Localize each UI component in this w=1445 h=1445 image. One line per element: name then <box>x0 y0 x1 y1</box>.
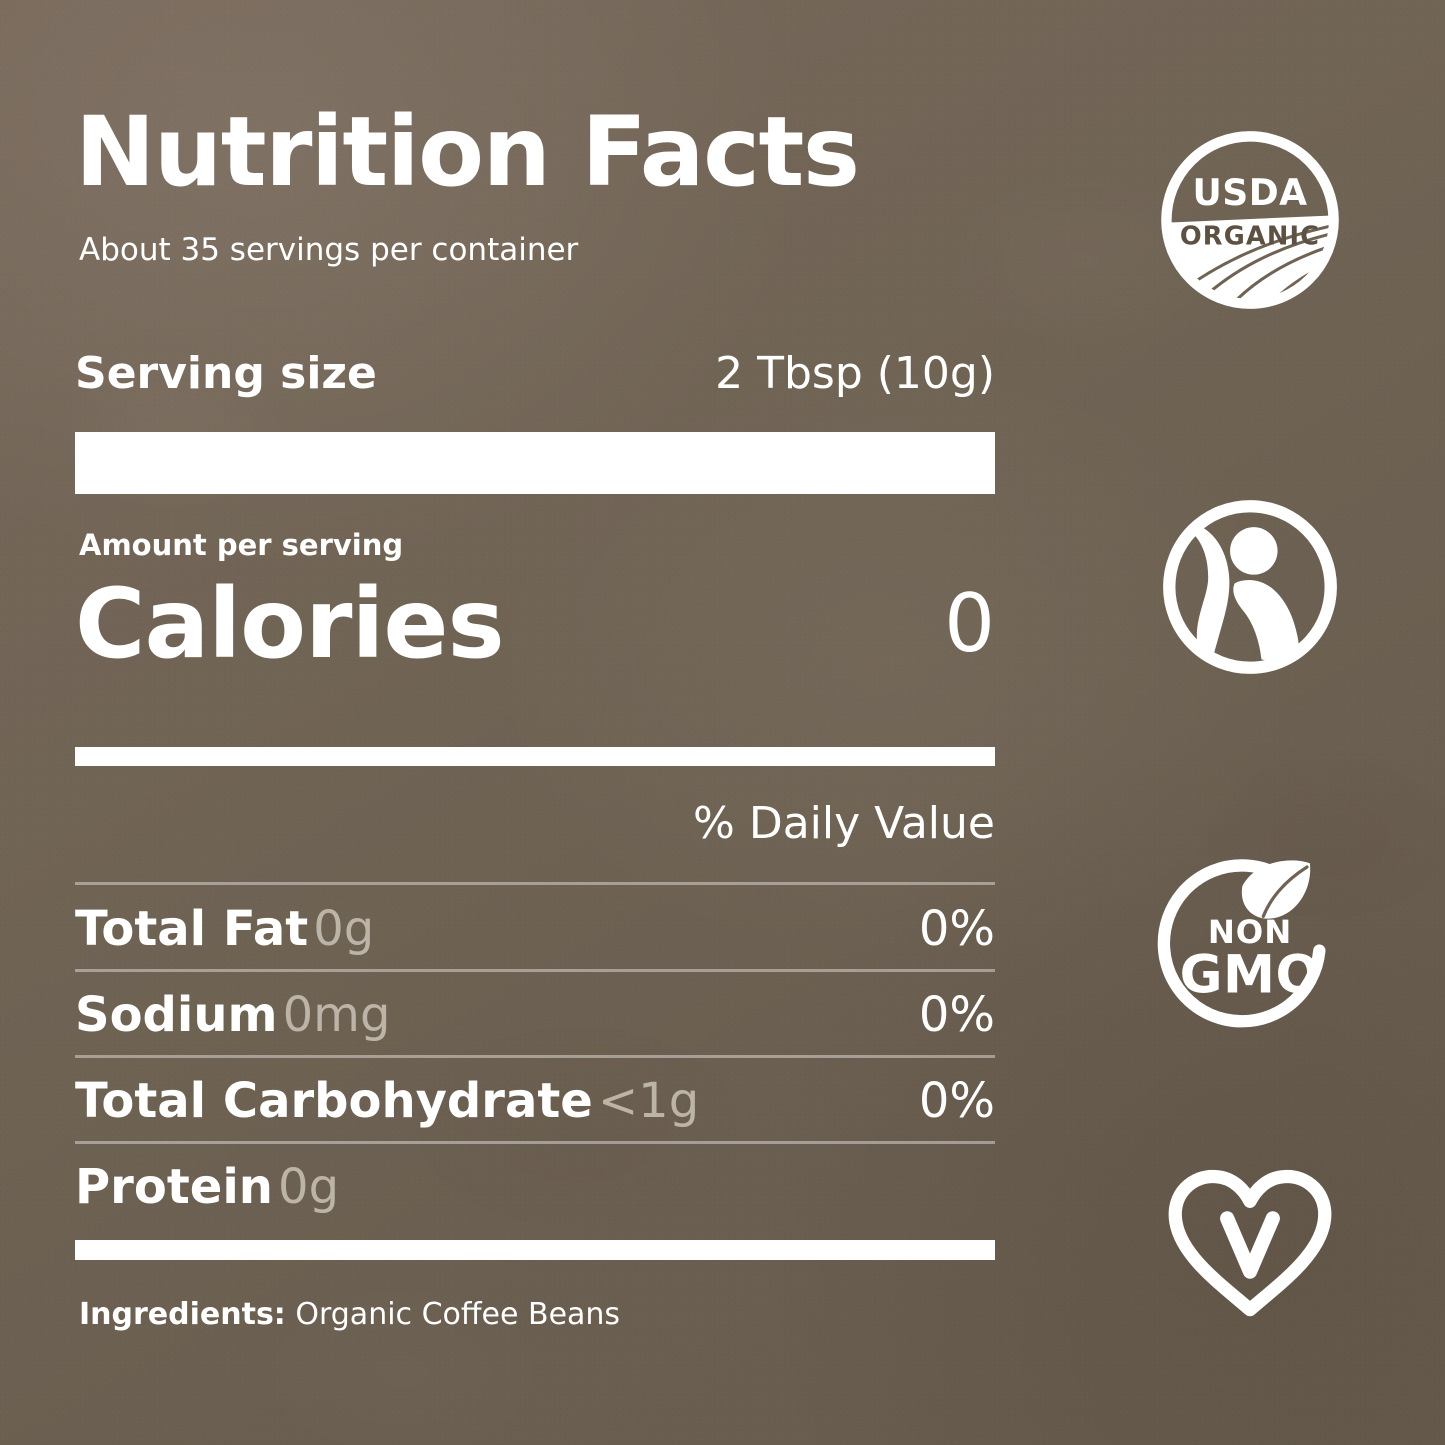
nutrient-name-amount: Total Fat 0g <box>75 905 374 953</box>
nutrient-name-amount: Total Carbohydrate <1g <box>75 1077 699 1125</box>
non-gmo-word-non: NON <box>1208 913 1292 951</box>
nutrient-amount: 0g <box>278 1159 340 1215</box>
rule-above-total-carbohydrate <box>75 1055 995 1058</box>
serving-size-value: 2 Tbsp (10g) <box>715 348 995 399</box>
wellness-person-icon <box>1155 492 1345 682</box>
daily-value-header: % Daily Value <box>693 798 995 849</box>
ingredients-label: Ingredients: <box>79 1297 286 1332</box>
serving-size-row: Serving size 2 Tbsp (10g) <box>75 352 995 396</box>
nutrient-name-amount: Protein 0g <box>75 1163 339 1211</box>
rule-above-protein <box>75 1141 995 1144</box>
non-gmo-word-gmo: GMO <box>1180 945 1321 1005</box>
table-row-total-fat: Total Fat 0g 0% <box>75 905 995 953</box>
nutrition-facts-panel: Nutrition Facts About 35 servings per co… <box>75 0 995 1445</box>
nutrient-name: Total Carbohydrate <box>75 1073 593 1129</box>
divider-bar-thick-top <box>75 432 995 494</box>
nutrient-name-amount: Sodium 0mg <box>75 991 390 1039</box>
nutrient-amount: <1g <box>597 1073 700 1129</box>
vegan-heart-icon <box>1155 1150 1345 1340</box>
table-row-sodium: Sodium 0mg 0% <box>75 991 995 1039</box>
calories-row: Calories 0 <box>75 576 995 672</box>
calories-label: Calories <box>75 568 505 680</box>
nutrient-amount: 0mg <box>282 987 391 1043</box>
divider-bar-bottom <box>75 1240 995 1260</box>
usda-organic-word: ORGANIC <box>1180 222 1320 252</box>
calories-value: 0 <box>944 577 995 670</box>
nutrient-daily-value: 0% <box>918 987 995 1043</box>
serving-size-label: Serving size <box>75 348 377 399</box>
nutrient-name: Protein <box>75 1159 273 1215</box>
page-title: Nutrition Facts <box>75 96 860 208</box>
table-row-total-carbohydrate: Total Carbohydrate <1g 0% <box>75 1077 995 1125</box>
certification-badges: ORGANIC USDA <box>1155 0 1355 1445</box>
nutrient-name: Total Fat <box>75 901 309 957</box>
nutrient-amount: 0g <box>313 901 375 957</box>
servings-per-container: About 35 servings per container <box>79 232 579 268</box>
ingredients-line: Ingredients: Organic Coffee Beans <box>79 1300 620 1330</box>
table-row-protein: Protein 0g <box>75 1163 995 1211</box>
non-gmo-icon: NON GMO <box>1155 848 1345 1038</box>
rule-above-sodium <box>75 969 995 972</box>
nutrient-daily-value: 0% <box>918 901 995 957</box>
nutrient-daily-value: 0% <box>918 1073 995 1129</box>
usda-organic-icon: ORGANIC USDA <box>1155 125 1345 315</box>
ingredients-value: Organic Coffee Beans <box>295 1297 621 1332</box>
amount-per-serving-label: Amount per serving <box>79 528 404 562</box>
nutrient-name: Sodium <box>75 987 278 1043</box>
usda-word: USDA <box>1192 172 1307 214</box>
divider-bar-calories <box>75 747 995 766</box>
rule-above-total-fat <box>75 882 995 885</box>
